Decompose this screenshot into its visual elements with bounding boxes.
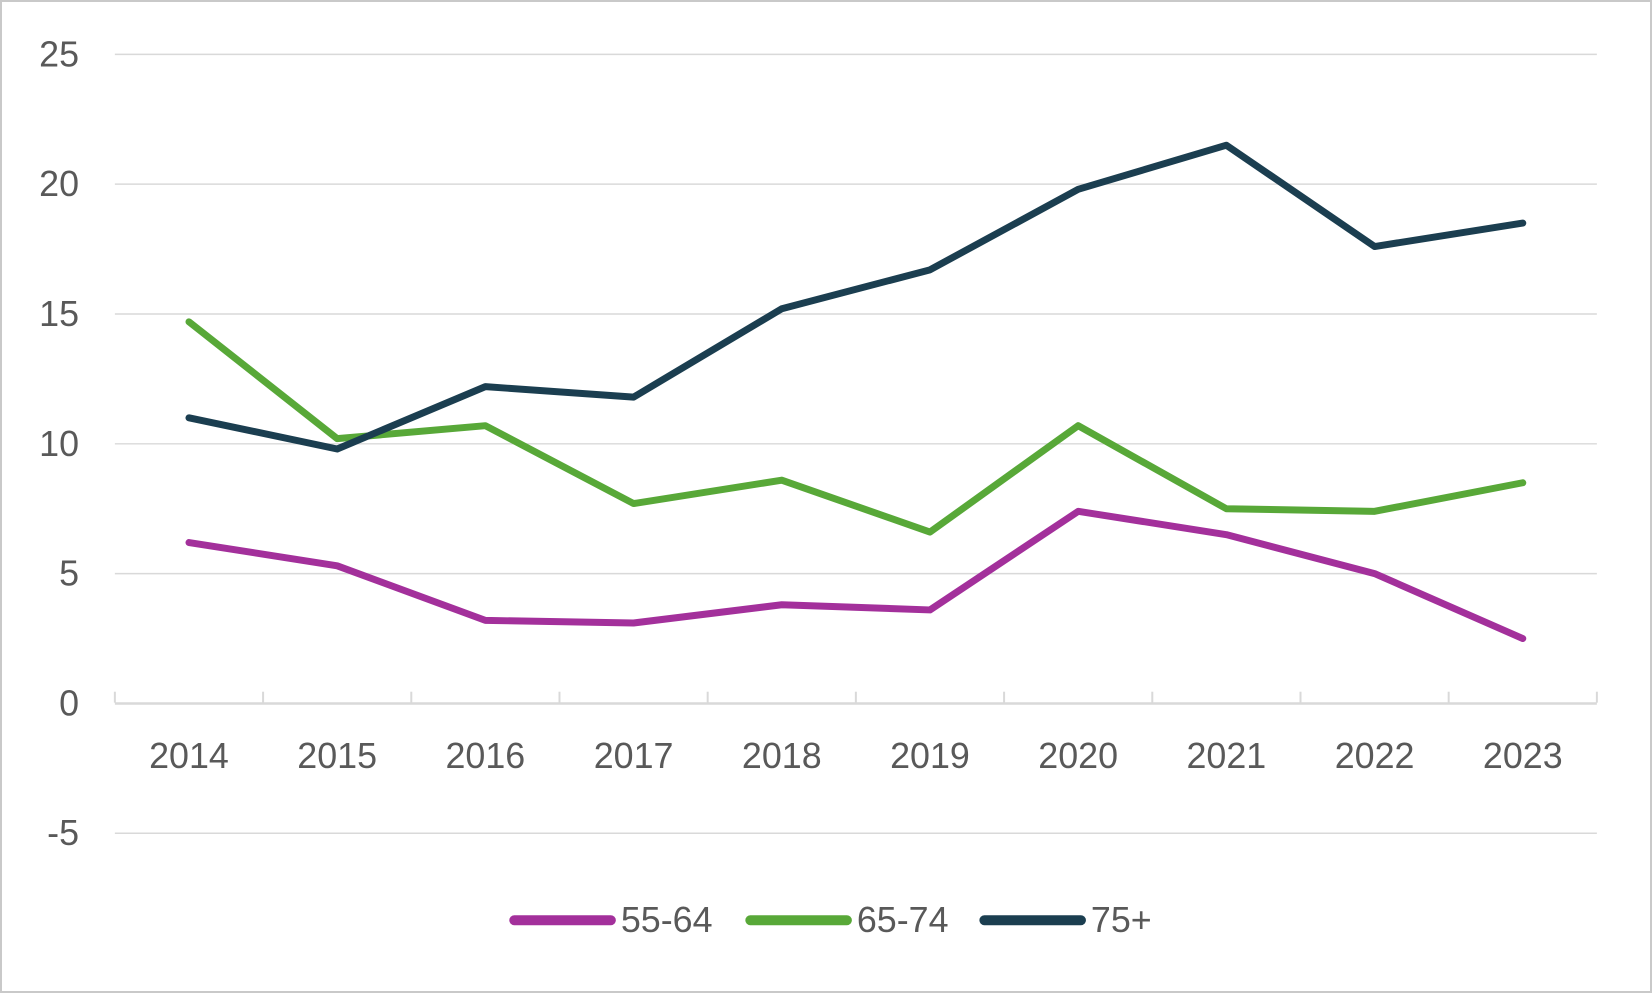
y-axis-tick-label: 20: [39, 164, 79, 204]
y-axis-tick-label: -5: [47, 813, 79, 853]
legend-item-65-74: 65-74: [745, 900, 949, 940]
legend-label: 75+: [1091, 900, 1152, 940]
legend-item-75-: 75+: [979, 900, 1152, 940]
y-axis-tick-label: 10: [39, 424, 79, 464]
x-axis-ticks: [113, 691, 1598, 703]
x-axis-labels: 2014 2015 2016 2017 2018 2019 2020 2021 2022 2023: [149, 736, 1563, 776]
x-axis-tick-label: 2016: [446, 736, 526, 776]
x-axis-tick-label: 2023: [1483, 736, 1563, 776]
legend-label: 55-64: [621, 900, 713, 940]
y-axis-tick-label: 5: [59, 554, 79, 594]
gridlines: [114, 53, 1597, 835]
x-axis-tick-label: 2017: [594, 736, 674, 776]
x-axis-tick-label: 2021: [1187, 736, 1267, 776]
legend-label: 65-74: [857, 900, 949, 940]
x-axis-tick-label: 2018: [742, 736, 822, 776]
x-axis-tick-label: 2022: [1335, 736, 1415, 776]
y-axis-tick-label: 25: [39, 34, 79, 74]
legend-item-55-64: 55-64: [509, 900, 713, 940]
x-axis-tick-label: 2019: [890, 736, 970, 776]
series-line-65-74: [185, 318, 1527, 536]
y-axis-labels: 25 20 15 10 5 0 -5: [39, 34, 79, 853]
x-axis-tick-label: 2014: [149, 736, 229, 776]
series-line-75-: [185, 141, 1527, 453]
legend: 55-64 65-74 75+: [509, 900, 1152, 940]
x-axis-tick-label: 2015: [297, 736, 377, 776]
y-axis-tick-label: 0: [59, 683, 79, 723]
y-axis-tick-label: 15: [39, 294, 79, 334]
series-line-55-64: [185, 507, 1527, 643]
x-axis-tick-label: 2020: [1038, 736, 1118, 776]
